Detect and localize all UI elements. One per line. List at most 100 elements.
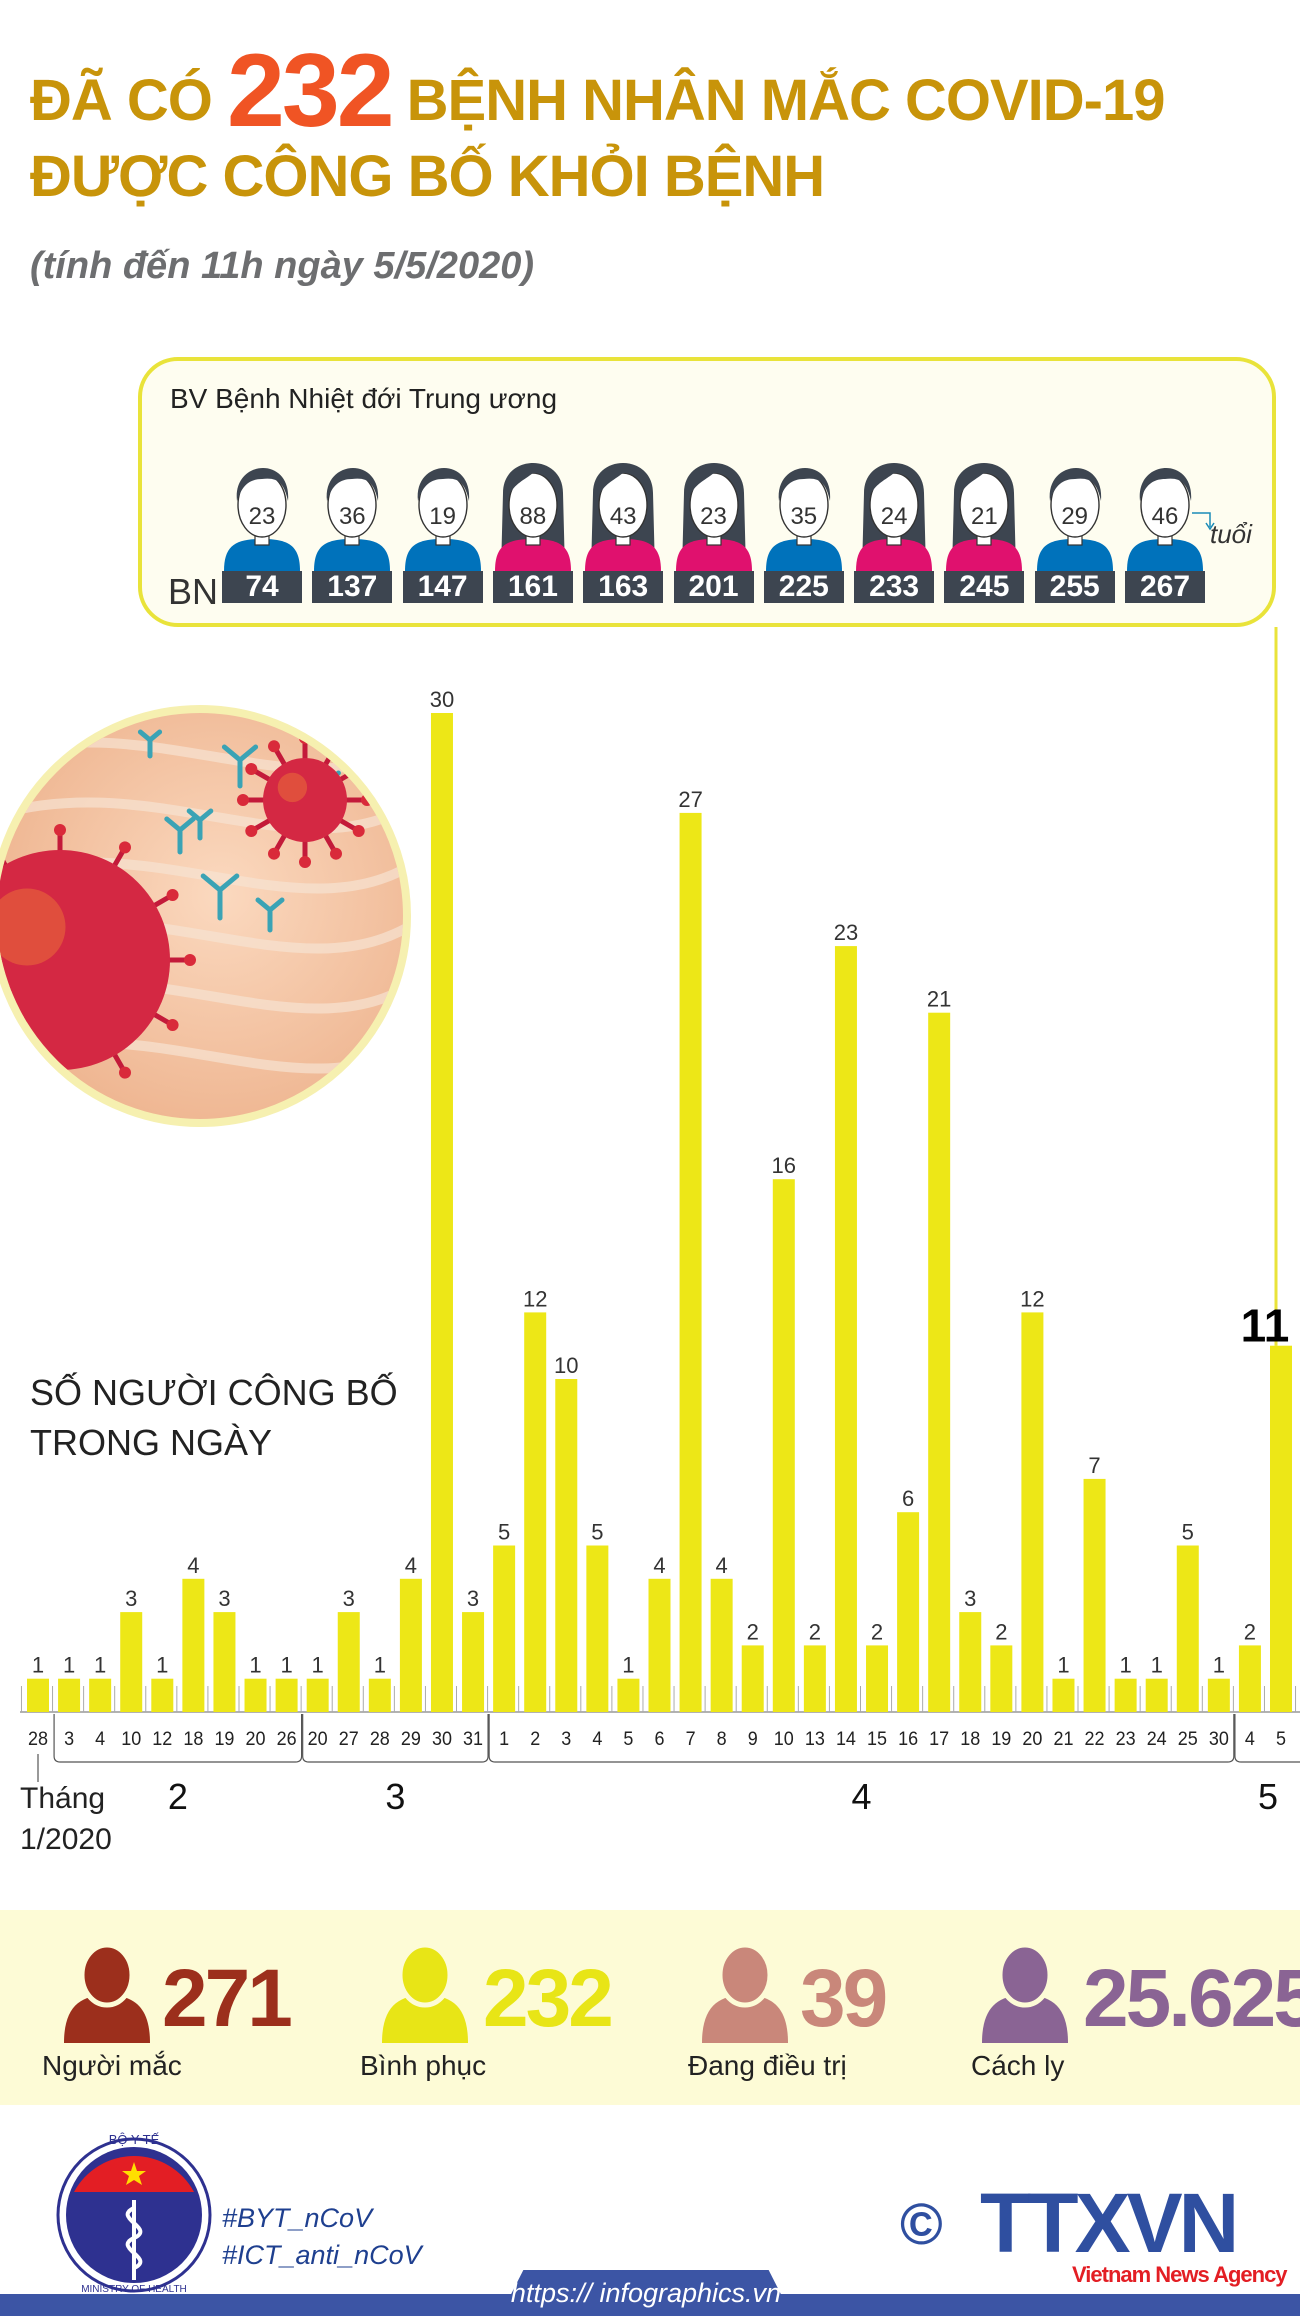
bar-value-label: 3 [964,1586,976,1611]
x-tick-label: 26 [277,1729,297,1750]
bar-value-label: 2 [871,1619,883,1644]
bar-value-label: 1 [63,1653,75,1678]
x-tick-label: 27 [339,1729,359,1750]
bar-value-label: 3 [125,1586,137,1611]
daily-recoveries-chart: 1281314310112418319120126120327128429303… [0,627,1300,1856]
patient-id: 163 [583,571,664,603]
bar [430,713,453,1712]
hashtag-byt: #BYT_nCoV [222,2203,373,2233]
bar [741,1645,764,1712]
bar-value-label: 27 [678,787,702,812]
x-tick-label: 1 [499,1729,509,1750]
bar-value-label: 1 [1120,1653,1132,1678]
month-bracket [488,1714,1235,1763]
month-label: 4 [851,1776,871,1817]
x-tick-label: 31 [463,1729,483,1750]
patient-age: 23 [700,503,727,530]
bn-label: BN [168,571,219,612]
stats-band: 271 Người mắc 232 Bình phục 39 Đang điều trị 2… [0,1910,1300,2105]
bar-value-label: 3 [467,1586,479,1611]
x-tick-label: 30 [432,1729,452,1750]
bar [648,1578,671,1712]
month-label: 1/2020 [20,1823,112,1856]
bar [151,1678,174,1712]
bar [244,1678,267,1712]
bar [306,1678,329,1712]
bar [803,1645,826,1712]
x-tick-label: 19 [991,1729,1011,1750]
title-number: 232 [227,33,395,149]
bar [182,1578,205,1712]
patient-id: 267 [1125,571,1205,603]
female-person-icon [856,463,933,571]
bar [58,1678,81,1712]
bar-value-label: 2 [809,1619,821,1644]
agency-name: Vietnam News Agency [1072,2262,1288,2287]
hospital-panel: BV Bệnh Nhiệt đới Trung ương BN tuổi 23 7… [138,357,1276,627]
patient-age: 43 [609,503,637,530]
bar [586,1545,609,1712]
patient-age: 29 [1061,503,1089,530]
x-tick-label: 18 [960,1729,980,1750]
x-tick-label: 10 [121,1729,141,1750]
patient-id: 201 [673,571,754,603]
website-link[interactable]: https:// infographics.vn [510,2278,782,2308]
antibody-icon [186,808,214,841]
patient-avatar: 36 137 [312,453,393,603]
antibody-icon [200,873,240,921]
x-tick-label: 15 [867,1729,887,1750]
person-icon [702,1947,788,2043]
bar [1083,1478,1106,1712]
bottom-bar [0,2294,1300,2316]
bar-value-label: 1 [374,1653,386,1678]
bar-value-label: 1 [32,1653,44,1678]
ministry-of-health-logo: BỘ Y TẾ MINISTRY OF HEALTH [56,2132,212,2295]
x-tick-label: 5 [623,1729,633,1750]
moh-logo-text-top: BỘ Y TẾ [109,2132,160,2147]
bar-value-label: 5 [498,1520,510,1545]
bar [834,946,857,1712]
person-icon [982,1947,1068,2043]
patient-avatar: 19 147 [402,453,483,603]
patient-age: 23 [248,503,276,530]
bar-value-label: 1 [1151,1653,1163,1678]
patient-age: 21 [971,503,998,530]
bar [990,1645,1013,1712]
bar [866,1645,889,1712]
moh-logo-text-bottom: MINISTRY OF HEALTH [81,2284,187,2295]
bar-value-label: 7 [1088,1453,1100,1478]
patient-id: 137 [312,571,393,603]
female-person-icon [946,463,1023,571]
bar [27,1678,49,1712]
patient-id: 233 [854,571,935,603]
patient-avatar: 23 74 [222,453,302,603]
bar [399,1578,422,1712]
patient-age: 35 [790,503,818,530]
bar [1207,1678,1230,1712]
stat-value: 25.625 [1083,1953,1300,2044]
bar [120,1612,143,1712]
virus-icon [0,824,196,1096]
patient-age: 24 [880,503,908,530]
month-label: 5 [1258,1776,1278,1817]
bar-value-label: 4 [405,1553,417,1578]
month-bracket [302,1714,489,1763]
x-tick-label: 3 [561,1729,571,1750]
female-person-icon [585,463,662,571]
x-tick-label: 4 [1245,1729,1255,1750]
x-tick-label: 2 [530,1729,540,1750]
bar [897,1512,920,1712]
antibody-icon [137,729,163,759]
x-tick-label: 10 [774,1729,794,1750]
bar [1176,1545,1199,1712]
x-tick-label: 14 [836,1729,856,1750]
bar [1114,1678,1137,1712]
bar [1238,1645,1261,1712]
female-person-icon [675,463,752,571]
bar-value-label: 3 [218,1586,230,1611]
bar [1052,1678,1075,1712]
x-tick-label: 5 [1276,1729,1286,1750]
x-tick-label: 29 [401,1729,421,1750]
stat-label: Bình phục [360,2050,487,2081]
x-tick-label: 24 [1147,1729,1167,1750]
